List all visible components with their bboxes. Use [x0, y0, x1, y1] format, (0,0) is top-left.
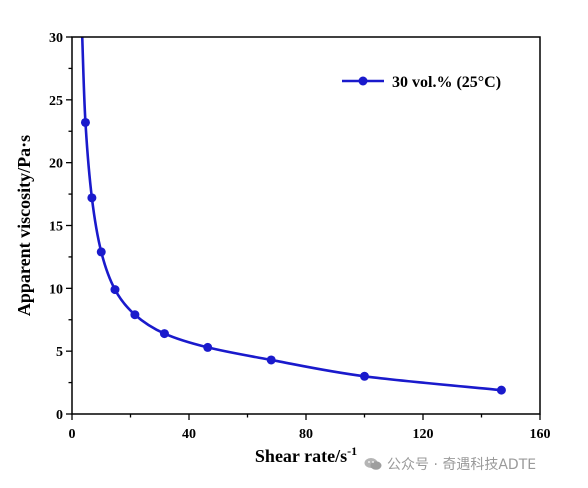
x-axis-title: Shear rate/s-1 — [255, 444, 357, 466]
y-tick-label: 20 — [49, 157, 63, 172]
data-point — [87, 193, 97, 203]
plot-frame — [71, 36, 541, 415]
y-tick-label: 10 — [49, 282, 63, 297]
data-point — [266, 355, 276, 365]
y-tick-label: 30 — [49, 31, 63, 46]
data-point — [110, 285, 120, 295]
y-tick-label: 5 — [56, 345, 63, 360]
tick-marks — [66, 36, 541, 420]
data-point — [96, 247, 106, 257]
data-point — [80, 117, 90, 127]
legend: 30 vol.% (25°C) — [342, 74, 501, 91]
wechat-icon — [364, 458, 382, 470]
tick-labels: 0 40 80 120 160 0 5 10 15 20 25 30 — [49, 31, 551, 442]
legend-label: 30 vol.% (25°C) — [392, 74, 501, 91]
watermark: 公众号 · 奇遇科技ADTE — [364, 454, 536, 474]
data-point — [360, 371, 369, 381]
y-tick-label: 0 — [56, 408, 63, 423]
x-tick-label: 0 — [69, 427, 76, 442]
data-points — [80, 117, 506, 395]
data-point — [159, 329, 169, 339]
data-point — [496, 385, 506, 395]
x-axis-title-superscript: -1 — [347, 444, 357, 458]
data-point — [130, 310, 140, 320]
x-axis-title-text: Shear rate/s — [255, 446, 347, 466]
x-tick-label: 40 — [182, 427, 196, 442]
x-tick-label: 160 — [530, 427, 551, 442]
y-axis-title: Apparent viscosity/Pa·s — [14, 135, 34, 316]
legend-marker — [358, 76, 368, 86]
y-tick-label: 15 — [49, 220, 63, 235]
y-tick-label: 25 — [49, 94, 63, 109]
data-point — [203, 342, 213, 352]
x-tick-label: 80 — [299, 427, 313, 442]
x-tick-label: 120 — [413, 427, 434, 442]
watermark-text: 公众号 · 奇遇科技ADTE — [387, 457, 537, 473]
